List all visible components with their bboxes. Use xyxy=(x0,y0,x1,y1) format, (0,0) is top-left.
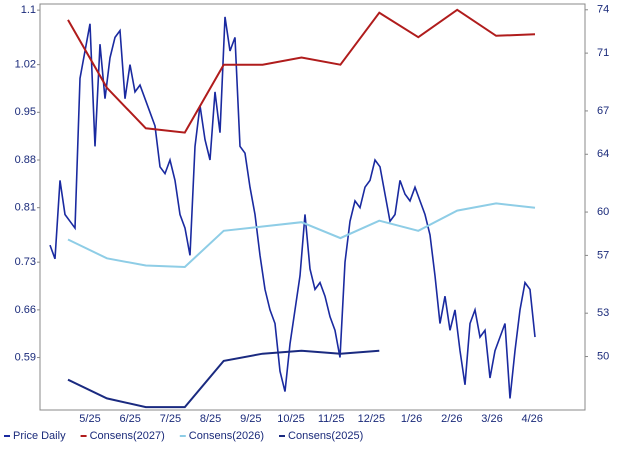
series-line xyxy=(67,202,536,269)
legend-label: Price Daily xyxy=(13,430,66,442)
y-tick-label: 1.1 xyxy=(21,4,36,16)
x-tick-label: 5/25 xyxy=(79,413,100,425)
series-line xyxy=(67,8,536,134)
x-tick-label: 4/26 xyxy=(521,413,542,425)
y2-tick-label: 53 xyxy=(597,307,609,319)
y-tick-label: 0.88 xyxy=(15,154,36,166)
x-tick-label: 2/26 xyxy=(441,413,462,425)
legend-label: Consens(2026) xyxy=(189,430,264,442)
y2-tick-label: 57 xyxy=(597,249,609,261)
x-tick-label: 6/25 xyxy=(119,413,140,425)
y2-tick-label: 64 xyxy=(597,148,609,160)
y2-tick-label: 60 xyxy=(597,206,609,218)
y-tick-label: 0.66 xyxy=(15,304,36,316)
y-tick-label: 0.59 xyxy=(15,351,36,363)
y2-tick-label: 74 xyxy=(597,4,609,16)
y-tick-label: 0.95 xyxy=(15,106,36,118)
x-tick-label: 12/25 xyxy=(358,413,386,425)
series-line xyxy=(49,16,536,399)
x-tick-label: 8/25 xyxy=(200,413,221,425)
y-tick-label: 0.73 xyxy=(15,256,36,268)
x-tick-label: 11/25 xyxy=(318,413,345,425)
legend-label: Consens(2027) xyxy=(90,430,165,442)
y-tick-label: 0.81 xyxy=(15,202,36,214)
y2-tick-label: 67 xyxy=(597,105,609,117)
y2-tick-label: 50 xyxy=(597,350,609,362)
y2-tick-label: 71 xyxy=(597,47,609,59)
x-tick-label: 1/26 xyxy=(401,413,422,425)
x-tick-label: 3/26 xyxy=(481,413,502,425)
x-tick-label: 9/25 xyxy=(240,413,261,425)
x-tick-label: 7/25 xyxy=(160,413,181,425)
y-tick-label: 1.02 xyxy=(15,59,36,71)
plot-frame xyxy=(39,3,586,411)
series-line xyxy=(67,349,380,409)
legend-label: Consens(2025) xyxy=(288,430,363,442)
x-tick-label: 10/25 xyxy=(277,413,305,425)
